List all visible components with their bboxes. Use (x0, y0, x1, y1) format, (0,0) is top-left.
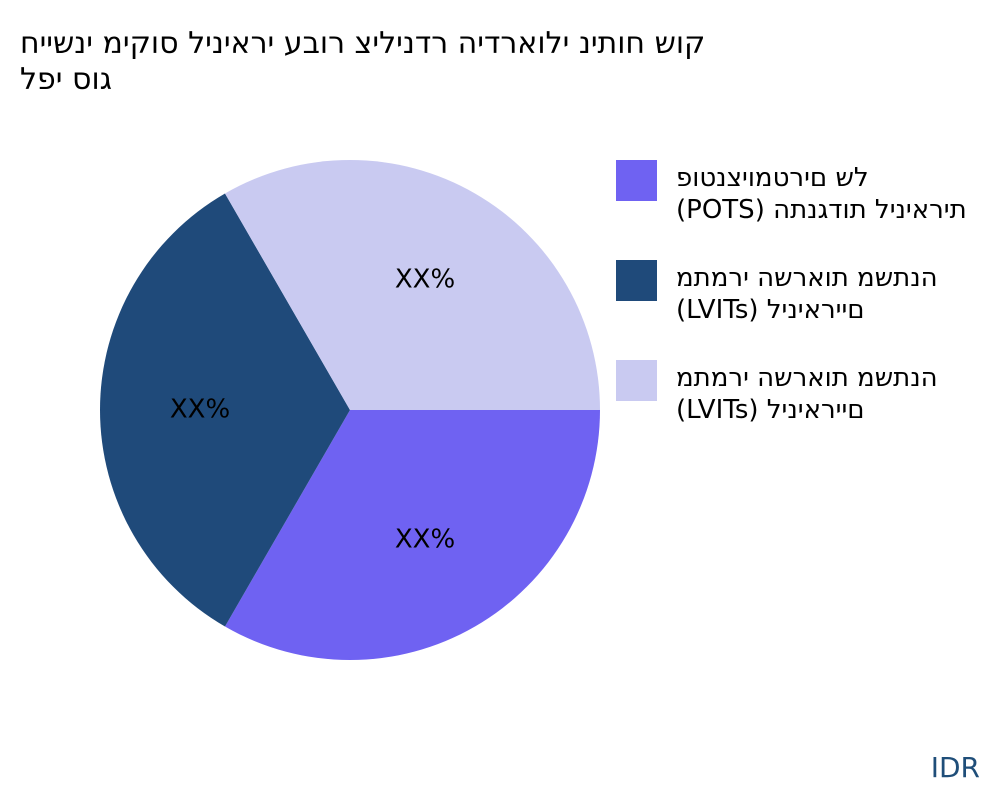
legend-swatch-pots (616, 160, 657, 201)
chart-title-line-2: גוס יפל (20, 62, 113, 97)
pie-slice-lvits-light (225, 160, 600, 410)
pie-data-label-lvits-light: XX% (395, 265, 455, 295)
legend-label-lvits-light-line-1: הנתשמ תוארשה ירמתמ (676, 363, 938, 393)
legend-swatch-lvits-dark (616, 260, 657, 301)
legend-label-lvits-light-line-2: םייראיניל (LVITs) (676, 395, 865, 425)
legend-label-lvits-dark-line-2: םייראיניל (LVITs) (676, 295, 865, 325)
legend-item-lvits-light: הנתשמ תוארשה ירמתמ םייראיניל (LVITs) (616, 360, 1000, 460)
legend-label-pots-line-2: תיראיניל תודגנתה (POTS) (676, 195, 967, 225)
legend-swatch-lvits-light (616, 360, 657, 401)
pie-slice-pots (225, 410, 600, 660)
legend-label-pots: לש םירטמויצנטופ תיראיניל תודגנתה (POTS) (676, 162, 1000, 226)
pie-data-label-lvits-dark: XX% (170, 395, 230, 425)
legend-label-lvits-dark: הנתשמ תוארשה ירמתמ םייראיניל (LVITs) (676, 262, 1000, 326)
legend-label-lvits-dark-line-1: הנתשמ תוארשה ירמתמ (676, 263, 938, 293)
legend: לש םירטמויצנטופ תיראיניל תודגנתה (POTS) … (616, 160, 1000, 460)
legend-item-pots: לש םירטמויצנטופ תיראיניל תודגנתה (POTS) (616, 160, 1000, 260)
chart-title: קוש חותינ ילוארדיה רדניליצ רובע יראיניל … (20, 26, 920, 98)
legend-label-lvits-light: הנתשמ תוארשה ירמתמ םייראיניל (LVITs) (676, 362, 1000, 426)
legend-label-pots-line-1: לש םירטמויצנטופ (676, 163, 869, 193)
chart-title-line-1: קוש חותינ ילוארדיה רדניליצ רובע יראיניל … (20, 26, 706, 61)
legend-item-lvits-dark: הנתשמ תוארשה ירמתמ םייראיניל (LVITs) (616, 260, 1000, 360)
pie-data-label-pots: XX% (395, 524, 455, 554)
source-label: IDR (930, 751, 980, 784)
